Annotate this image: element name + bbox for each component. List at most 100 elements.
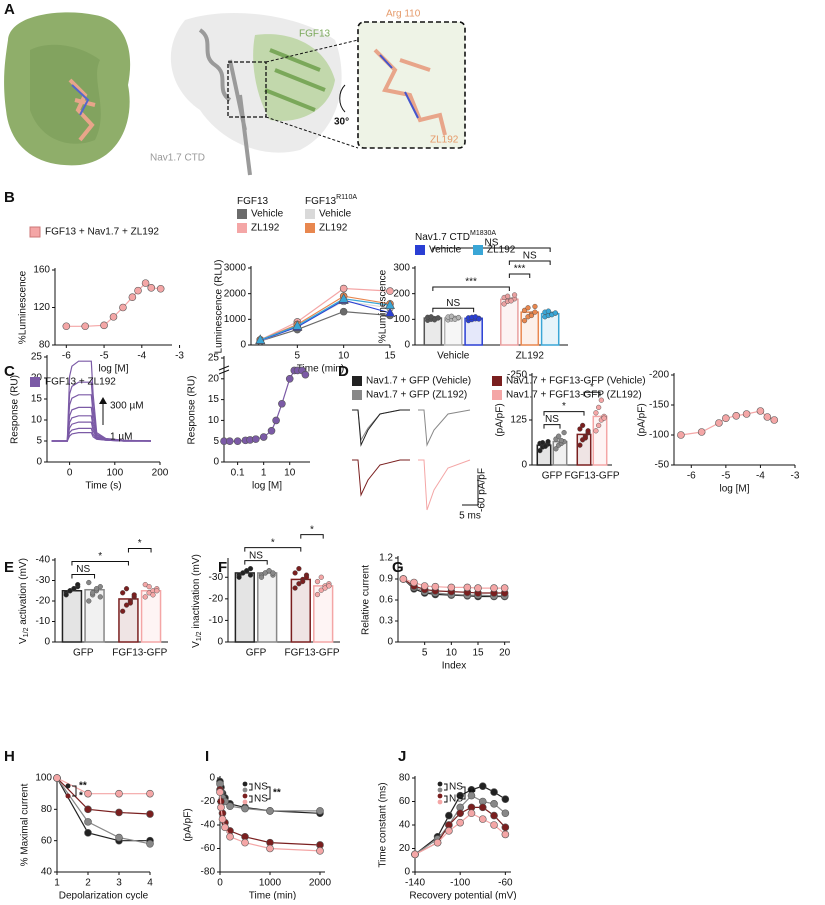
annotation: NS — [254, 794, 268, 805]
point — [84, 829, 92, 837]
y-tick-label: 200 — [393, 288, 410, 299]
significance-label: * — [271, 537, 275, 548]
y-tick-label: -40 — [36, 555, 51, 566]
x-axis-label: Depolarization cycle — [59, 891, 149, 900]
point — [147, 284, 156, 292]
point — [292, 320, 303, 330]
y-tick-label: -250 — [507, 370, 527, 381]
x-tick-label: ZL192 — [516, 351, 545, 362]
current-traces — [352, 409, 479, 511]
data-point — [582, 435, 588, 441]
series-line — [56, 777, 151, 815]
trace — [352, 409, 410, 442]
legend-title-main: Nav1.7 CTD — [415, 232, 470, 243]
y-tick-label: 5 — [36, 436, 42, 447]
y-tick-label: 2000 — [224, 288, 247, 299]
point — [109, 313, 118, 321]
data-point — [580, 422, 586, 429]
y-tick-label: 0.3 — [379, 616, 393, 627]
point — [474, 584, 482, 592]
data-point — [528, 312, 535, 319]
y-tick-label: 120 — [33, 302, 50, 313]
label-fgf13: FGF13 — [299, 29, 331, 40]
axis-break — [218, 365, 230, 375]
y-tick-label: -200 — [649, 370, 669, 381]
x-tick-label: 200 — [152, 468, 169, 479]
significance-label: *** — [465, 277, 477, 288]
data-point — [556, 433, 562, 439]
point — [146, 789, 154, 798]
point — [267, 426, 276, 435]
label-nav: Nav1.7 CTD — [150, 153, 205, 164]
y-axis-label: Luminescence (RLU) — [214, 260, 225, 354]
annotation: ** — [468, 788, 476, 799]
x-tick-label: -4 — [756, 471, 765, 482]
point — [53, 774, 61, 782]
legend-swatch — [237, 223, 247, 233]
beta-strands — [264, 48, 326, 112]
point — [501, 809, 510, 818]
data-point — [593, 428, 599, 434]
data-point — [93, 586, 100, 592]
legend-dot — [65, 783, 71, 789]
point — [266, 844, 274, 853]
y-tick-label: 40 — [41, 867, 53, 878]
x-tick-label: -6 — [687, 471, 696, 482]
data-point — [552, 310, 558, 316]
y-tick-label: 5 — [213, 436, 219, 447]
point — [339, 307, 348, 316]
y-axis-label: %Luminescence — [378, 269, 389, 343]
significance-bracket — [244, 560, 268, 565]
legend-dot — [437, 799, 443, 805]
x-tick-label: -60 — [498, 878, 513, 889]
point — [115, 789, 123, 798]
y-tick-label: 0 — [521, 460, 527, 471]
series-line — [224, 369, 306, 442]
data-point — [120, 608, 126, 614]
legend-label: Vehicle — [429, 245, 462, 256]
y-tick-label: -10 — [209, 615, 224, 626]
zoom-box — [227, 61, 267, 118]
significance-bracket — [543, 424, 561, 429]
point — [490, 800, 498, 808]
x-tick-label: GFP — [542, 471, 563, 482]
y-axis-label: Time constant (ms) — [378, 782, 389, 867]
legend-title: FGF13R110A — [305, 194, 357, 206]
y-tick-label: 80 — [39, 340, 51, 351]
point — [259, 433, 268, 441]
x-tick-label: 20 — [499, 648, 511, 659]
data-point — [154, 588, 160, 594]
series-line — [260, 298, 391, 341]
significance-bracket — [71, 574, 96, 579]
data-point — [598, 397, 604, 403]
label-part: 1/2 — [23, 627, 30, 637]
series-line — [260, 310, 391, 342]
x-tick-label: 0 — [67, 468, 73, 479]
legend-dot — [65, 793, 71, 799]
legend-dot — [437, 781, 443, 787]
data-point — [120, 590, 126, 596]
significance-label: * — [590, 382, 594, 393]
label-arg110: Arg 110 — [386, 9, 421, 20]
x-tick-label: 100 — [106, 468, 123, 479]
significance-bracket — [244, 547, 302, 552]
structure-images — [4, 12, 466, 176]
point — [84, 818, 92, 826]
legend-swatch — [492, 390, 502, 400]
x-axis-label: log [M] — [98, 364, 128, 375]
y-tick-label: -30 — [36, 575, 51, 586]
annotation: 300 µM — [110, 401, 144, 412]
x-tick-label: 0.1 — [231, 468, 245, 479]
y-tick-label: 1.2 — [379, 553, 393, 564]
data-point — [86, 598, 92, 604]
data-point — [146, 584, 152, 590]
arrow-head — [99, 397, 107, 404]
point — [100, 321, 108, 330]
y-tick-label: 0 — [404, 867, 410, 878]
x-tick-label: 1 — [54, 878, 60, 889]
significance-bracket — [300, 534, 324, 539]
data-point — [428, 314, 434, 320]
data-point — [300, 578, 306, 585]
x-tick-label: -5 — [721, 471, 730, 482]
x-tick-label: 5 — [295, 351, 301, 362]
